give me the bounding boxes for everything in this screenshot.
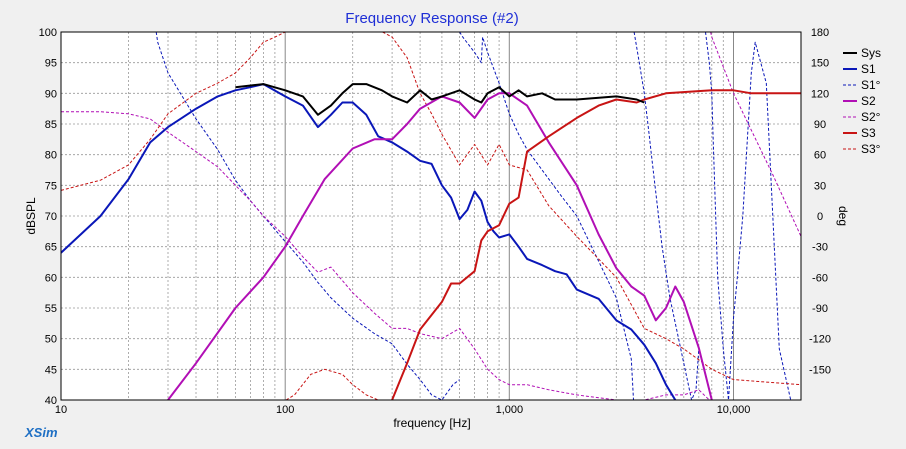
y-tick-label: 45 [45, 364, 57, 376]
x-tick-label: 100 [276, 404, 294, 416]
y-tick-label: 90 [45, 88, 57, 100]
y-tick-label: 60 [45, 272, 57, 284]
y-tick-label: 55 [45, 303, 57, 315]
series-lines [61, 32, 801, 400]
chart-title: Frequency Response (#2) [345, 10, 518, 27]
x-tick-label: 10,000 [717, 404, 751, 416]
legend-label: S3° [861, 142, 881, 156]
series-line-s3 [391, 89, 801, 400]
y2-tick-label: 90 [814, 119, 826, 131]
y-tick-label: 50 [45, 334, 57, 346]
y-tick-label: 70 [45, 211, 57, 223]
y-tick-label: 80 [45, 150, 57, 162]
y2-tick-label: 120 [811, 88, 829, 100]
axis-tick-labels: 1009590858075706560555045401801501209060… [39, 27, 831, 416]
legend-label: S2 [861, 94, 876, 108]
y-axis-title: dBSPL [24, 197, 38, 235]
series-line-s1-phase [155, 32, 792, 400]
y2-tick-label: -150 [809, 364, 831, 376]
y2-tick-label: 30 [814, 180, 826, 192]
legend-label: S3 [861, 126, 876, 140]
y-tick-label: 75 [45, 180, 57, 192]
legend-label: S1° [861, 78, 881, 92]
plot-frame [60, 31, 802, 401]
series-line-sys [235, 83, 645, 116]
series-line-s3-phase [61, 32, 801, 400]
x-tick-label: 10 [55, 404, 67, 416]
x-axis-title: frequency [Hz] [393, 416, 470, 430]
y2-axis-title: deg [836, 206, 850, 226]
xsim-brand: XSim [24, 425, 58, 440]
legend-label: S1 [861, 62, 876, 76]
y2-tick-label: -30 [812, 242, 828, 254]
y-tick-label: 65 [45, 242, 57, 254]
series-line-s1 [61, 83, 677, 400]
y2-tick-label: 180 [811, 27, 829, 39]
y2-tick-label: -120 [809, 334, 831, 346]
series-line-s2 [167, 92, 713, 400]
x-tick-label: 1,000 [496, 404, 524, 416]
y-tick-label: 85 [45, 119, 57, 131]
y2-tick-label: 0 [817, 211, 823, 223]
series-line-s2-phase [61, 32, 801, 400]
y-tick-label: 95 [45, 58, 57, 70]
legend: Sys S1 S1° S2 S2° S3 S3° [843, 46, 881, 156]
y2-tick-label: -60 [812, 272, 828, 284]
y-tick-label: 100 [39, 27, 57, 39]
y2-tick-label: 60 [814, 150, 826, 162]
y2-tick-label: -90 [812, 303, 828, 315]
y-tick-label: 40 [45, 395, 57, 407]
grid-lines [60, 31, 802, 401]
legend-label: S2° [861, 110, 881, 124]
y2-tick-label: 150 [811, 58, 829, 70]
legend-label: Sys [861, 46, 881, 60]
